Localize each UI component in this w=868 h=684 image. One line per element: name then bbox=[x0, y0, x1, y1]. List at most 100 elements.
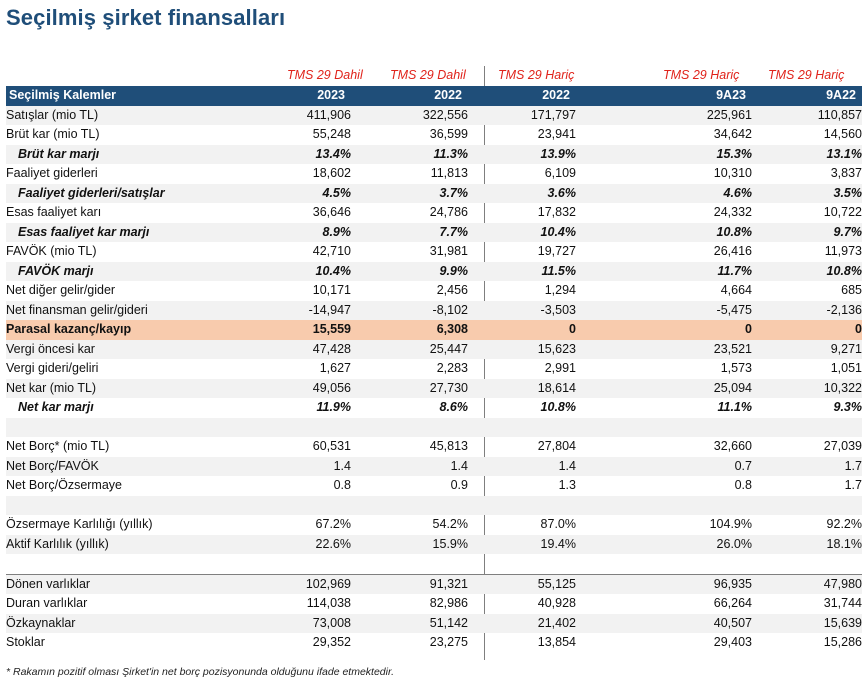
row-value: 67.2% bbox=[315, 517, 351, 531]
table-body: Satışlar (mio TL) 411,906 322,556 171,797 22… bbox=[6, 105, 862, 653]
table-row: Net Borç* (mio TL) 60,531 45,813 27,804 32,6… bbox=[6, 437, 862, 457]
row-value bbox=[576, 554, 752, 574]
row-value: 54.2% bbox=[432, 517, 468, 531]
row-value: 49,056 bbox=[258, 378, 351, 398]
row-value: 8.9% bbox=[258, 222, 351, 242]
row-value: 9.9% bbox=[351, 261, 468, 281]
table-row: Faaliyet giderleri 18,602 11,813 6,109 10,31… bbox=[6, 164, 862, 184]
row-value: 15,559 bbox=[258, 320, 351, 340]
table-row bbox=[6, 554, 862, 574]
table-row: Vergi gideri/geliri 1,627 2,283 2,991 1,573 1… bbox=[6, 359, 862, 379]
row-value: -2,136 bbox=[752, 300, 862, 320]
row-value: 91,321 bbox=[351, 573, 468, 594]
row-value: 114,038 bbox=[306, 596, 351, 610]
table-row: Net Borç/Özsermaye 0.8 0.9 1.3 0.8 1.7 bbox=[6, 476, 862, 496]
row-value: 15,639 bbox=[752, 613, 862, 633]
footnote: * Rakamın pozitif olması Şirket'in net b… bbox=[6, 666, 394, 678]
row-value bbox=[576, 495, 752, 515]
row-value: 685 bbox=[841, 283, 862, 297]
row-value: 17,832 bbox=[537, 205, 576, 219]
row-value: 1,051 bbox=[830, 361, 862, 375]
header-col: 2023 bbox=[258, 86, 351, 106]
row-value: 2,991 bbox=[544, 361, 576, 375]
row-value: 4,664 bbox=[720, 283, 752, 297]
row-value: 15,286 bbox=[823, 635, 862, 649]
row-value: 1.4 bbox=[468, 456, 576, 476]
header-col: 2022 bbox=[468, 86, 576, 106]
row-value: 3,837 bbox=[830, 166, 862, 180]
row-value: 26.0% bbox=[576, 534, 752, 554]
table-row: Faaliyet giderleri/satışlar 4.5% 3.7% 3.6% 4… bbox=[6, 183, 862, 203]
row-value: 55,125 bbox=[468, 573, 576, 594]
row-value: 3.5% bbox=[752, 183, 862, 203]
row-value: 34,642 bbox=[713, 127, 752, 141]
row-value: -3,503 bbox=[468, 300, 576, 320]
row-value: 102,969 bbox=[258, 573, 351, 594]
row-value: 27,039 bbox=[823, 439, 862, 453]
row-value: 47,980 bbox=[752, 573, 862, 594]
tms-label-row: TMS 29 Dahil TMS 29 Dahil TMS 29 Hariç T… bbox=[0, 66, 868, 85]
tms-label: TMS 29 Hariç bbox=[498, 68, 575, 82]
table-row: Vergi öncesi kar 47,428 25,447 15,623 23,521… bbox=[6, 339, 862, 359]
row-value: 40,928 bbox=[537, 596, 576, 610]
row-value: 27,730 bbox=[351, 378, 468, 398]
row-value: 13.9% bbox=[468, 144, 576, 164]
row-value: -5,475 bbox=[576, 300, 752, 320]
row-value bbox=[468, 554, 576, 574]
row-value: 1.7 bbox=[844, 478, 862, 492]
row-value: 24,786 bbox=[429, 205, 468, 219]
row-value: 10.4% bbox=[468, 222, 576, 242]
row-label: Vergi öncesi kar bbox=[6, 339, 258, 359]
row-value: 9.7% bbox=[752, 222, 862, 242]
row-value: 0.8 bbox=[734, 478, 752, 492]
row-value: 9,271 bbox=[752, 339, 862, 359]
row-value: 4.5% bbox=[258, 183, 351, 203]
column-separator bbox=[484, 66, 485, 660]
row-value: 32,660 bbox=[713, 439, 752, 453]
table-row: Net diğer gelir/gider 10,171 2,456 1,294 4,6… bbox=[6, 281, 862, 301]
row-value: 1.4 bbox=[258, 456, 351, 476]
row-label: Aktif Karlılık (yıllık) bbox=[6, 534, 258, 554]
row-value: 11.7% bbox=[576, 261, 752, 281]
row-value: 11.5% bbox=[468, 261, 576, 281]
row-value: 82,986 bbox=[429, 596, 468, 610]
row-value bbox=[468, 495, 576, 515]
row-label: Faaliyet giderleri bbox=[6, 166, 98, 180]
row-value: 87.0% bbox=[540, 517, 576, 531]
table-row: Özsermaye Karlılığı (yıllık) 67.2% 54.2% 87… bbox=[6, 515, 862, 535]
row-value: 23,941 bbox=[537, 127, 576, 141]
row-label: Net diğer gelir/gider bbox=[6, 283, 116, 297]
table-row: Esas faaliyet kar marjı 8.9% 7.7% 10.4% 10.8… bbox=[6, 222, 862, 242]
header-col: 2022 bbox=[351, 86, 468, 106]
row-value: 31,744 bbox=[823, 596, 862, 610]
row-value: 15.9% bbox=[351, 534, 468, 554]
row-label: Net Borç* (mio TL) bbox=[6, 439, 110, 453]
row-label: FAVÖK (mio TL) bbox=[6, 244, 97, 258]
table-row: Dönen varlıklar 102,969 91,321 55,125 96,935… bbox=[6, 573, 862, 594]
row-value: 13,854 bbox=[537, 635, 576, 649]
table-row: Stoklar 29,352 23,275 13,854 29,403 15,286 bbox=[6, 633, 862, 653]
row-value: 6,109 bbox=[544, 166, 576, 180]
row-value: 11.3% bbox=[351, 144, 468, 164]
table-row: Parasal kazanç/kayıp 15,559 6,308 0 0 0 bbox=[6, 320, 862, 340]
table-header: Seçilmiş Kalemler 2023 2022 2022 9A23 9A… bbox=[6, 86, 862, 106]
row-value: 31,981 bbox=[429, 244, 468, 258]
row-value: 18.1% bbox=[752, 534, 862, 554]
row-label: Duran varlıklar bbox=[6, 596, 88, 610]
row-value: 11,973 bbox=[824, 244, 862, 258]
row-value bbox=[351, 495, 468, 515]
table-row: FAVÖK (mio TL) 42,710 31,981 19,727 26,416 11… bbox=[6, 242, 862, 262]
row-label: Dönen varlıklar bbox=[6, 573, 258, 594]
header-label: Seçilmiş Kalemler bbox=[6, 86, 258, 106]
row-value: 23,521 bbox=[576, 339, 752, 359]
row-label: Esas faaliyet kar marjı bbox=[6, 222, 258, 242]
row-label: FAVÖK marjı bbox=[6, 261, 258, 281]
row-value bbox=[258, 495, 351, 515]
page-title: Seçilmiş şirket finansalları bbox=[6, 5, 286, 30]
row-label: Net Borç/FAVÖK bbox=[6, 456, 258, 476]
row-value: 1.4 bbox=[351, 456, 468, 476]
row-label: Net kar marjı bbox=[18, 400, 94, 414]
table-row: Net Borç/FAVÖK 1.4 1.4 1.4 0.7 1.7 bbox=[6, 456, 862, 476]
table-row: Özkaynaklar 73,008 51,142 21,402 40,507 15,63… bbox=[6, 613, 862, 633]
row-value bbox=[351, 417, 468, 437]
